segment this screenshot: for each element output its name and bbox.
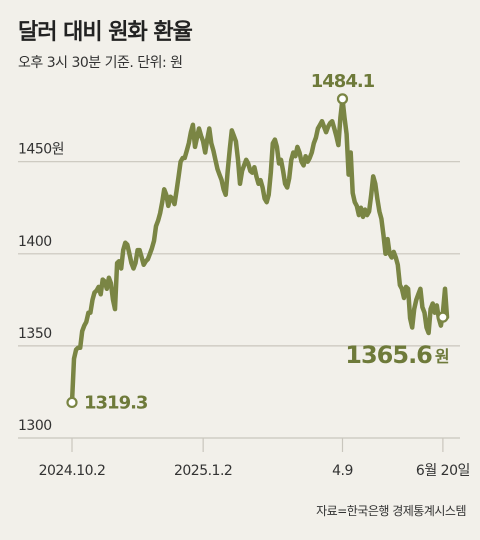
x-tick-label: 2024.10.2 [39,463,106,479]
y-tick-label: 1450원 [18,142,64,158]
data-point-marker [336,93,349,105]
end-value-unit: 원 [435,347,450,366]
series-line [69,96,450,405]
data-point-marker [66,396,78,409]
data-point-marker [437,311,449,323]
data-source: 자료=한국은행 경제통계시스템 [316,504,466,518]
x-tick-label: 6월 20일 [416,463,470,479]
chart-title: 달러 대비 원화 환율 [18,20,193,45]
start-value-label: 1319.3 [84,392,148,413]
y-tick-label: 1300 [18,418,52,434]
y-tick-label: 1400 [18,234,52,250]
x-tick-label: 2025.1.2 [174,463,232,479]
y-tick-label: 1350 [18,326,52,342]
x-tick-label: 4.9 [332,463,353,479]
peak-value-label: 1484.1 [311,71,375,92]
end-value-label: 1365.6 [345,341,432,369]
chart-subtitle: 오후 3시 30분 기준. 단위: 원 [18,55,183,71]
